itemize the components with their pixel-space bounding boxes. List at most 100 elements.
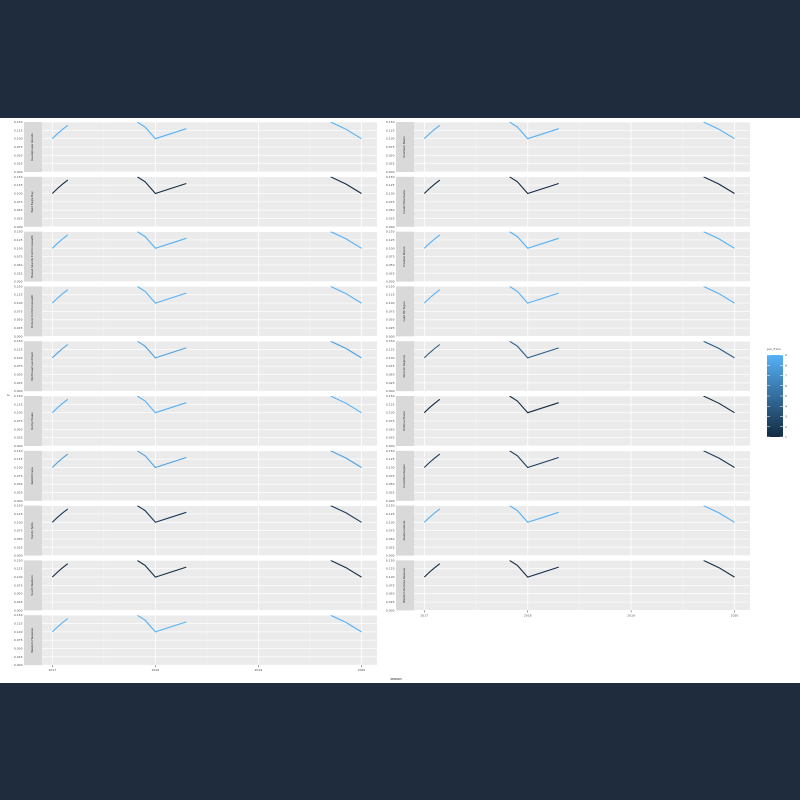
y-tick-label: 0.075	[14, 474, 23, 478]
y-tick-label: 0.000	[386, 499, 395, 503]
y-tick-label: 0.125	[386, 238, 395, 242]
facet-strip-label: Western Hawaiian	[30, 627, 34, 652]
y-tick-label: 0.075	[386, 309, 395, 313]
y-tick-label: 0.125	[14, 567, 23, 571]
y-tick-label: 0.050	[14, 537, 23, 541]
facet-strip	[396, 341, 414, 392]
y-axis-title: y	[6, 394, 10, 396]
series-line	[423, 179, 441, 194]
y-tick-label: 0.025	[14, 490, 23, 494]
y-tick-label: 0.100	[386, 301, 395, 305]
y-tick-label: 0.100	[386, 137, 395, 141]
y-tick-label: 0.150	[386, 504, 395, 508]
legend-tick-label: 5	[785, 394, 787, 398]
facet-strip-label: Rabbit Cape	[30, 467, 34, 484]
y-tick-label: 0.075	[14, 364, 23, 368]
y-tick-label: 0.050	[14, 647, 23, 651]
facet-panel: Rocky Peaks 0.000 0.025 0.050 0.075 0.100 0.12…	[14, 394, 377, 448]
y-tick-label: 0.100	[14, 465, 23, 469]
series-line	[509, 505, 559, 523]
y-tick-label: 0.075	[14, 309, 23, 313]
y-tick-label: 0.075	[14, 145, 23, 149]
series-line	[423, 398, 441, 414]
facet-panel: Alaska Islands 0.000 0.025 0.050 0.075 0.100 0…	[386, 504, 750, 558]
series-line	[703, 341, 735, 359]
series-line	[703, 286, 735, 304]
facet-strip	[24, 396, 42, 446]
y-tick-label: 0.075	[386, 145, 395, 149]
y-tick-label: 0.025	[386, 271, 395, 275]
y-tick-label: 0.150	[386, 449, 395, 453]
series-line	[509, 176, 559, 195]
y-tick-label: 0.075	[14, 529, 23, 533]
series-line	[330, 341, 362, 359]
series-line	[703, 450, 735, 468]
legend-colorbar	[767, 355, 783, 437]
series-line	[330, 615, 362, 633]
y-tick-label: 0.050	[386, 482, 395, 486]
series-line	[423, 124, 441, 140]
y-tick-label: 0.025	[386, 436, 395, 440]
facet-panel: Ontario Commonwealth 0.000 0.025 0.050 0.075…	[14, 284, 377, 338]
facet-panel: Western Hawaiian 0.000 0.025 0.050 0.075 0.10…	[14, 613, 377, 667]
facet-strip-label: Alaska Islands	[402, 520, 406, 540]
y-tick-label: 0.150	[14, 175, 23, 179]
y-tick-label: 0.025	[14, 436, 23, 440]
y-tick-label: 0.075	[386, 255, 395, 259]
series-line	[509, 231, 559, 249]
y-tick-label: 0.050	[386, 592, 395, 596]
facet-panel: Southern Basin 0.000 0.025 0.050 0.075 0.100 0…	[386, 120, 750, 174]
y-tick-label: 0.100	[386, 520, 395, 524]
y-tick-label: 0.125	[386, 128, 395, 132]
y-tick-label: 0.025	[386, 216, 395, 220]
facet-strip	[24, 450, 42, 501]
y-tick-label: 0.050	[14, 482, 23, 486]
facet-panel: Hawaii Islands Commonwealth 0.000 0.025 0.0…	[14, 230, 377, 284]
y-tick-label: 0.150	[14, 504, 23, 508]
y-tick-label: 0.125	[14, 402, 23, 406]
series-line	[703, 231, 735, 249]
series-line	[51, 618, 69, 633]
series-line	[137, 505, 187, 523]
facet-panel: Kristina Plains 0.000 0.025 0.050 0.075 0.100…	[386, 394, 750, 448]
series-line	[137, 286, 187, 304]
facet-panel: Lake Michigan 0.000 0.025 0.050 0.075 0.100 0.…	[386, 284, 750, 338]
series-line	[137, 341, 187, 359]
y-tick-label: 0.100	[14, 411, 23, 415]
series-line	[423, 563, 441, 578]
series-line	[509, 122, 559, 140]
y-tick-label: 0.075	[14, 638, 23, 642]
faceted-line-chart: Guadeloupe Islands 0.000 0.025 0.050 0.075 0.…	[0, 118, 800, 683]
facet-strip	[24, 341, 42, 392]
series-line	[703, 122, 735, 140]
legend-tick-label: 1	[785, 435, 787, 439]
x-tick-label: 2018	[152, 668, 160, 672]
y-tick-label: 0.000	[386, 170, 395, 174]
facet-strip-label: Atlantic Regions	[402, 354, 406, 377]
facet-strip-label: Rocky Peaks	[30, 412, 34, 430]
y-tick-label: 0.100	[14, 356, 23, 360]
y-tick-label: 0.050	[14, 427, 23, 431]
facet-strip	[396, 122, 414, 172]
y-tick-label: 0.150	[14, 230, 23, 234]
y-tick-label: 0.125	[386, 348, 395, 352]
series-line	[51, 398, 69, 414]
series-line	[423, 508, 441, 523]
chart-canvas: Guadeloupe Islands 0.000 0.025 0.050 0.075 0.…	[6, 120, 787, 681]
series-line	[137, 176, 187, 195]
facet-panel: South Western 0.000 0.025 0.050 0.075 0.100 0.…	[14, 558, 377, 612]
y-tick-label: 0.150	[386, 394, 395, 398]
series-line	[423, 453, 441, 468]
facet-strip-label: Lake Michigan	[402, 301, 406, 321]
series-line	[330, 286, 362, 304]
y-tick-label: 0.125	[14, 293, 23, 297]
y-tick-label: 0.075	[386, 364, 395, 368]
y-tick-label: 0.100	[386, 575, 395, 579]
legend-tick-label: 6	[785, 384, 787, 388]
y-tick-label: 0.075	[386, 419, 395, 423]
y-tick-label: 0.150	[14, 394, 23, 398]
legend-tick-label: 2	[785, 425, 787, 429]
y-tick-label: 0.150	[14, 449, 23, 453]
facet-panel: Sandy Spits 0.000 0.025 0.050 0.075 0.100 0.12…	[14, 504, 377, 558]
y-tick-label: 0.125	[14, 238, 23, 242]
